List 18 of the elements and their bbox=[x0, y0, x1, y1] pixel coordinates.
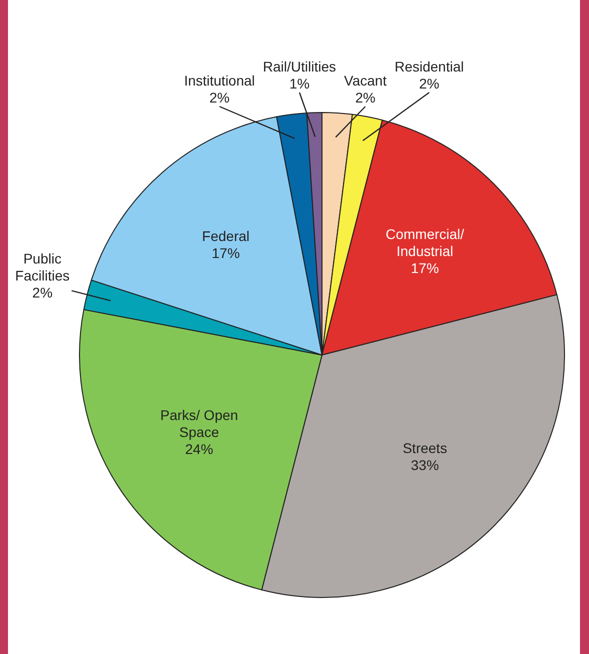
slice-label: Institutional bbox=[184, 72, 255, 88]
slice-label: Federal bbox=[202, 228, 250, 244]
data-label: 2% bbox=[32, 284, 53, 301]
slice-label: Rail/Utilities bbox=[262, 58, 336, 74]
data-label: 1% bbox=[289, 75, 310, 92]
slice-label: Parks/ Open Space bbox=[160, 406, 238, 440]
slice-label: Commercial/ Industrial bbox=[386, 226, 464, 259]
data-label: 17% bbox=[410, 260, 439, 276]
slice-label: Streets bbox=[402, 440, 448, 456]
data-label: 2% bbox=[209, 89, 230, 106]
data-label: 33% bbox=[410, 457, 439, 474]
slice-label: Vacant bbox=[344, 72, 387, 88]
slice-label: Public Facilities bbox=[15, 250, 70, 284]
data-label: 2% bbox=[355, 89, 376, 106]
slice-label: Residential bbox=[394, 58, 464, 74]
data-label: 2% bbox=[419, 75, 440, 92]
data-label: 17% bbox=[212, 245, 240, 262]
data-label: 24% bbox=[185, 440, 214, 457]
